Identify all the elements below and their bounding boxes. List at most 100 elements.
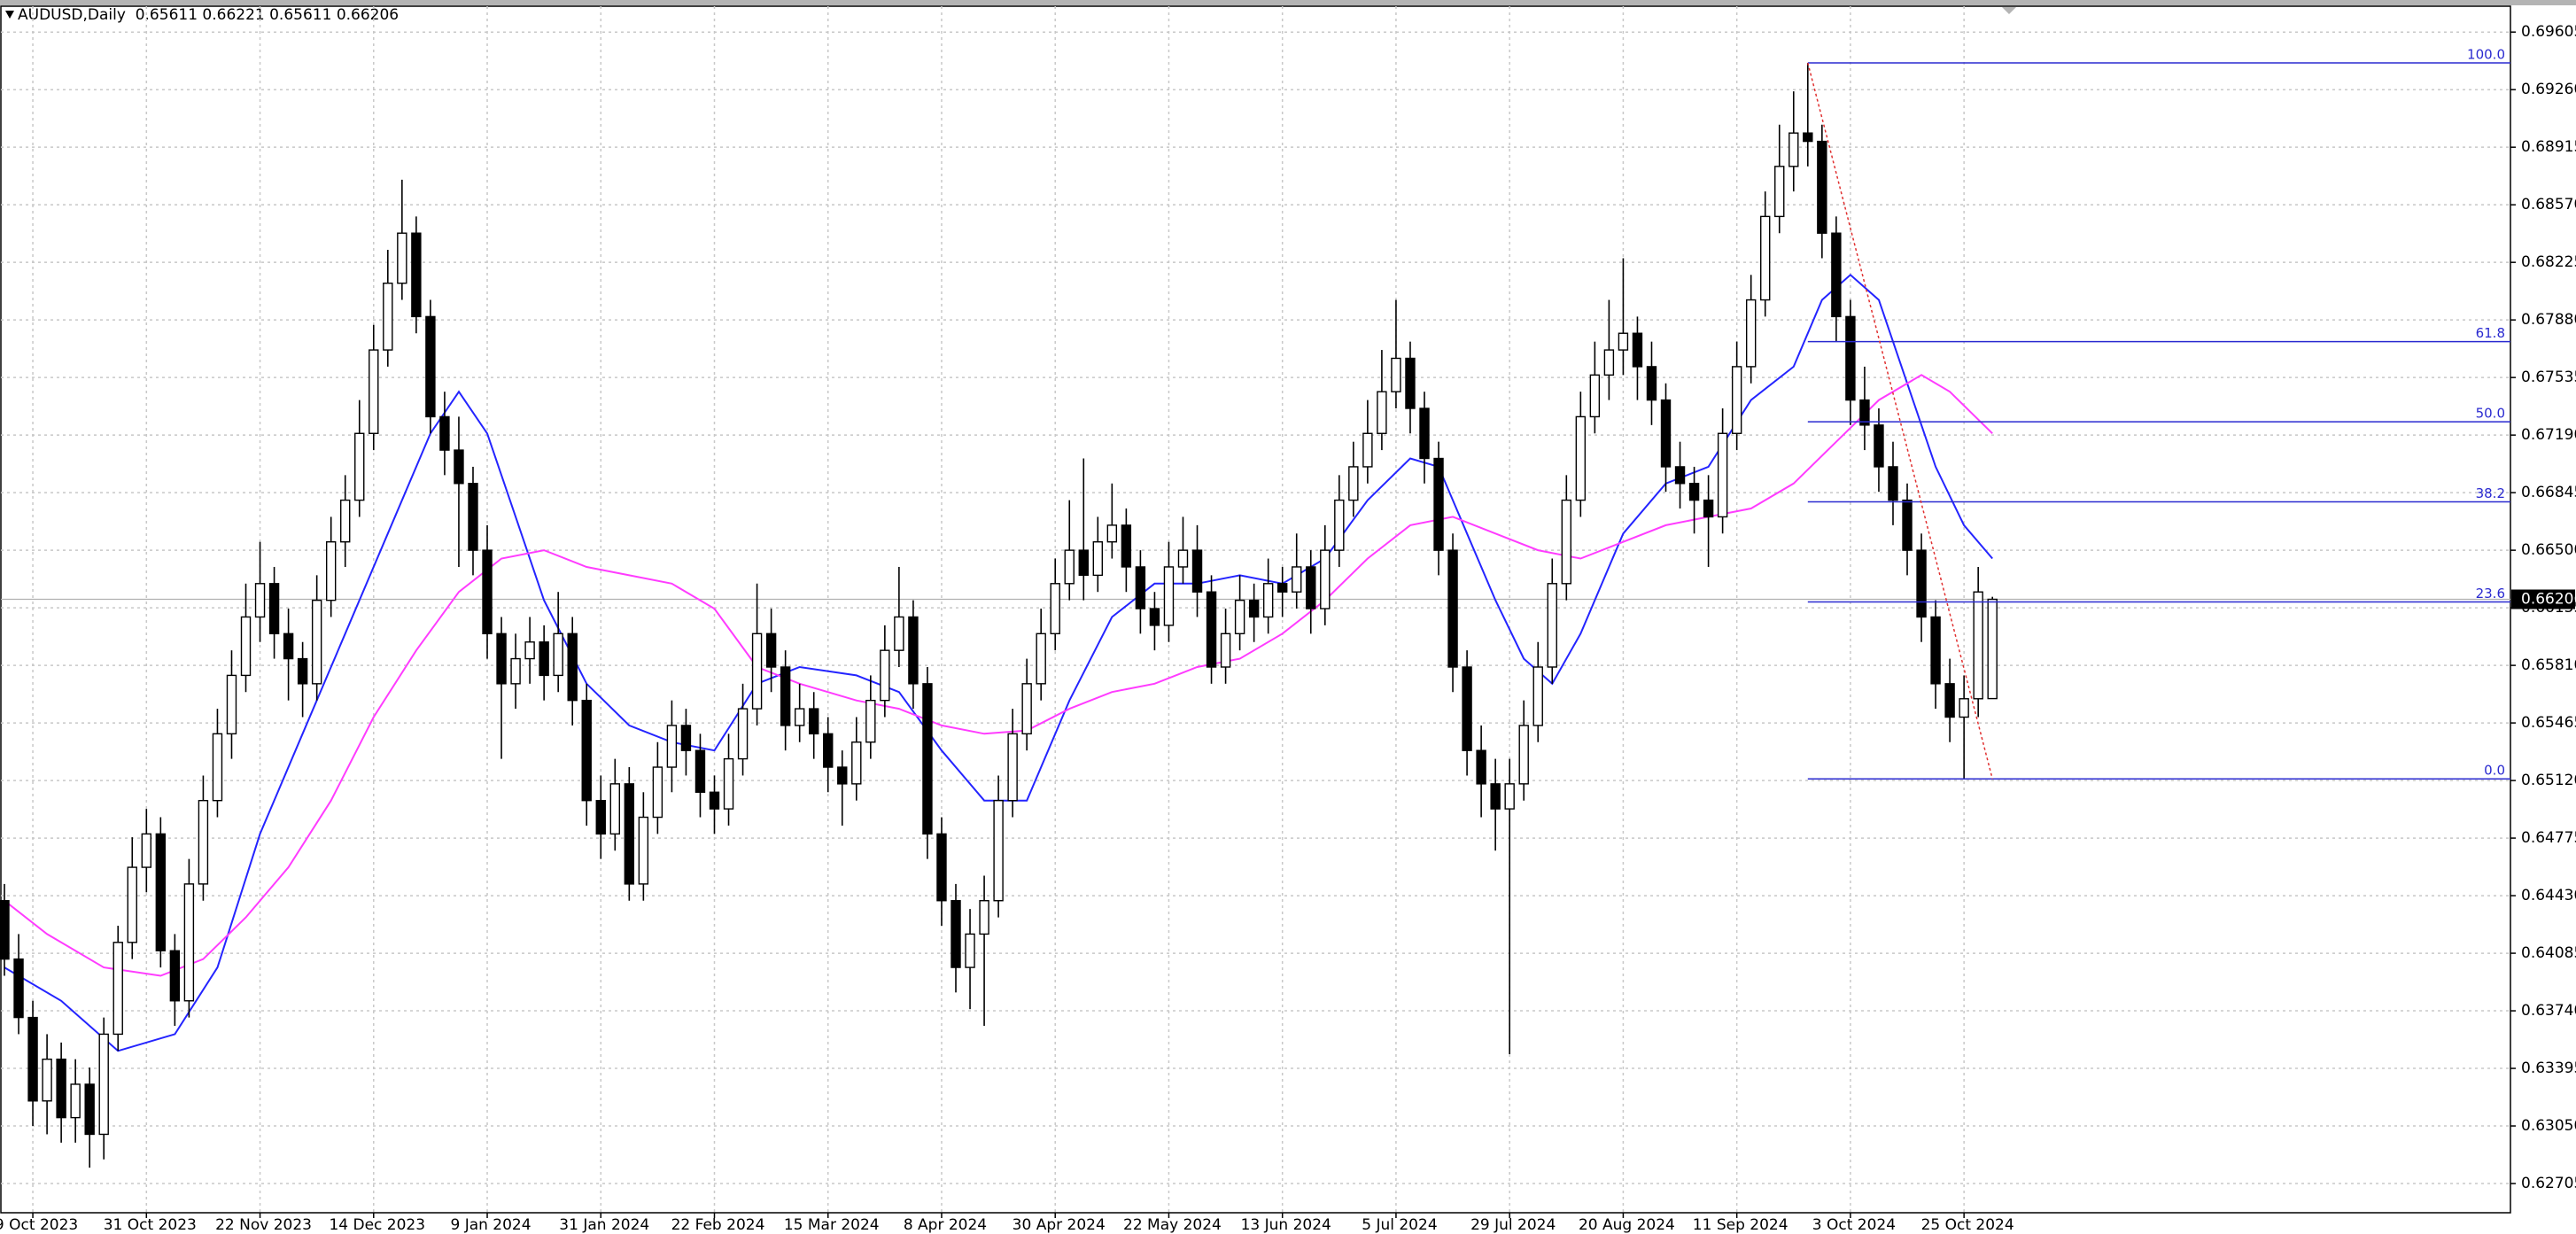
candle-body — [254, 583, 266, 618]
candle-body — [240, 616, 252, 677]
candle-body — [950, 900, 961, 968]
candle-body — [553, 633, 563, 677]
x-tick-label: 20 Aug 2024 — [1579, 1216, 1675, 1234]
y-tick-label: 0.69605 — [2521, 23, 2576, 41]
candle-body — [1248, 599, 1260, 618]
candle-body — [98, 1033, 109, 1136]
candle-body — [354, 432, 365, 501]
candle-body — [468, 483, 478, 551]
candle-body — [1490, 783, 1501, 810]
candle-body — [1092, 541, 1104, 577]
candle-body — [936, 833, 947, 902]
candle-body — [1717, 432, 1728, 518]
candle-body — [1206, 591, 1217, 668]
candle-body — [369, 349, 379, 434]
candle-body — [922, 683, 933, 835]
scroll-marker — [2002, 7, 2016, 14]
candle-body — [1618, 332, 1629, 351]
candle-body — [496, 633, 507, 685]
candle-body — [1831, 232, 1842, 318]
candle-body — [595, 799, 606, 835]
candle-body — [1036, 633, 1046, 685]
x-tick-label: 29 Jul 2024 — [1470, 1216, 1556, 1234]
candle-body — [1632, 332, 1643, 368]
fib-level-label: 0.0 — [2484, 763, 2505, 779]
candle-body — [311, 599, 322, 685]
y-tick-label: 0.64085 — [2521, 944, 2576, 962]
fib-level-label: 50.0 — [2476, 406, 2505, 422]
x-tick-label: 3 Oct 2024 — [1812, 1216, 1896, 1234]
candle-body — [1859, 399, 1870, 426]
candle-body — [837, 766, 848, 785]
candle-body — [1603, 349, 1615, 376]
candle-body — [524, 641, 535, 660]
candle-body — [1760, 215, 1771, 301]
candle-body — [993, 799, 1004, 902]
x-tick-label: 14 Dec 2023 — [329, 1216, 425, 1234]
candle-body — [1532, 666, 1543, 726]
candle-body — [70, 1083, 81, 1119]
candle-body — [454, 449, 464, 485]
top-bar — [0, 0, 2576, 5]
candle-body — [1561, 499, 1572, 585]
candle-body — [155, 833, 167, 951]
candle-body — [1362, 432, 1373, 468]
x-tick-label: 8 Apr 2024 — [904, 1216, 987, 1234]
candle-body — [1447, 549, 1458, 668]
candle-body — [0, 900, 10, 960]
fib-level-label: 100.0 — [2467, 47, 2505, 63]
candle-body — [823, 733, 834, 768]
candle-body — [880, 649, 890, 702]
x-tick-label: 25 Oct 2024 — [1921, 1216, 2014, 1234]
candle-body — [56, 1058, 66, 1119]
candle-body — [794, 708, 805, 726]
y-tick-label: 0.63395 — [2521, 1059, 2576, 1077]
candle-body — [539, 641, 549, 677]
candle-body — [652, 766, 663, 819]
candle-body — [1234, 599, 1245, 635]
candle-body — [1916, 549, 1927, 618]
candle-body — [737, 708, 749, 760]
candle-body — [1959, 698, 1969, 718]
candle-body — [1575, 415, 1587, 501]
candle-body — [666, 725, 678, 768]
candle-body — [1348, 466, 1359, 501]
candle-body — [13, 958, 24, 1019]
candle-body — [723, 757, 734, 810]
candle-body — [1220, 633, 1231, 668]
candle-body — [1149, 608, 1160, 626]
candle-body — [1064, 549, 1075, 585]
candle-body — [439, 415, 450, 451]
x-tick-label: 31 Oct 2023 — [104, 1216, 197, 1234]
x-tick-label: 11 Sep 2024 — [1693, 1216, 1788, 1234]
candle-body — [297, 657, 308, 685]
candle-body — [1050, 583, 1060, 635]
candle-body — [1902, 499, 1913, 551]
candle-body — [268, 583, 280, 635]
candle-body — [1803, 132, 1813, 143]
candle-body — [1306, 566, 1316, 609]
candle-body — [1845, 315, 1856, 401]
trendline — [1807, 62, 1993, 780]
candle-body — [1334, 499, 1345, 551]
y-tick-label: 0.64775 — [2521, 829, 2576, 847]
candle-body — [127, 866, 137, 943]
candle-body — [1191, 549, 1203, 593]
candle-body — [1731, 366, 1742, 434]
candle-body — [1944, 683, 1955, 718]
candle-body — [482, 549, 493, 635]
x-tick-label: 22 May 2024 — [1123, 1216, 1222, 1234]
fib-level-label: 23.6 — [2476, 586, 2505, 601]
candle-body — [1589, 374, 1601, 418]
candle-body — [169, 950, 181, 1002]
candle-body — [1163, 566, 1175, 626]
y-tick-label: 0.65465 — [2521, 714, 2576, 732]
candle-body — [1476, 749, 1486, 785]
x-tick-label: 9 Oct 2023 — [0, 1216, 78, 1234]
